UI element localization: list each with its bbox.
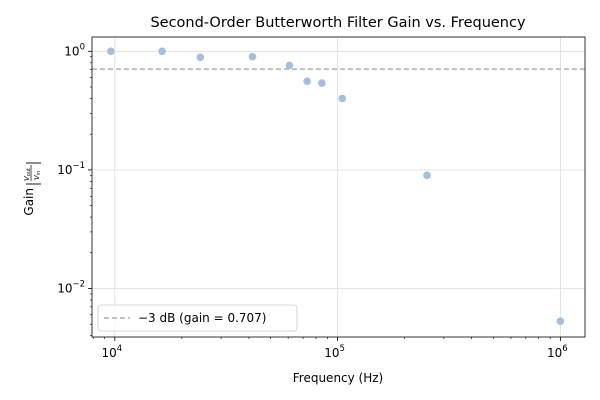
y-tick-label: 100 xyxy=(64,42,85,58)
data-point xyxy=(158,47,166,56)
vin-symbol: Vin xyxy=(33,171,42,180)
x-tick-label: 105 xyxy=(324,344,345,360)
data-point xyxy=(338,94,347,103)
data-point xyxy=(248,52,257,61)
legend: −3 dB (gain = 0.707) xyxy=(97,304,298,332)
data-point xyxy=(318,79,326,87)
plot-frame xyxy=(91,36,586,338)
y-axis-label: Gain xyxy=(22,188,36,216)
vout-symbol: Vout xyxy=(23,168,32,181)
x-tick-label: 104 xyxy=(101,344,122,360)
grid xyxy=(92,37,585,337)
data-point xyxy=(107,47,115,56)
data-point xyxy=(196,53,205,62)
x-tick-label: 106 xyxy=(547,344,568,360)
legend-box xyxy=(97,304,298,332)
y-tick-label: 10−1 xyxy=(57,161,85,177)
data-points xyxy=(107,47,565,326)
data-point xyxy=(303,77,311,85)
y-axis-label-group: Gain Vout Vin xyxy=(22,162,42,216)
x-axis-label: Frequency (Hz) xyxy=(293,371,384,385)
data-point xyxy=(285,61,294,70)
y-tick-label: 10−2 xyxy=(57,280,85,296)
chart-title: Second-Order Butterworth Filter Gain vs.… xyxy=(150,15,526,31)
data-point xyxy=(556,317,565,326)
data-point xyxy=(423,171,431,180)
legend-label: −3 dB (gain = 0.707) xyxy=(138,311,266,325)
